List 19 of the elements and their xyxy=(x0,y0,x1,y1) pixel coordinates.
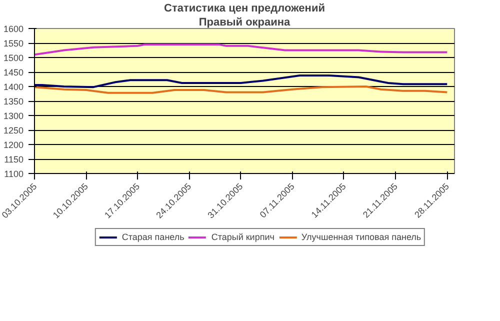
chart-subtitle: Правый окраина xyxy=(198,16,292,28)
y-tick-label: 1500 xyxy=(3,53,24,63)
line-series xyxy=(34,86,448,94)
y-tick-label: 1350 xyxy=(3,96,24,106)
legend-label: Старая панель xyxy=(122,232,184,242)
y-tick-label: 1100 xyxy=(4,169,24,179)
legend-label: Улучшенная типовая панель xyxy=(301,232,422,242)
y-tick-label: 1200 xyxy=(3,140,24,150)
y-tick-label: 1400 xyxy=(3,82,24,92)
y-tick-label: 1250 xyxy=(3,126,24,136)
chart-title: Статистика цен предложений xyxy=(164,2,325,14)
y-tick-label: 1300 xyxy=(3,111,24,121)
line-series xyxy=(34,74,448,88)
legend-label: Старый кирпич xyxy=(211,232,274,242)
y-tick-label: 1450 xyxy=(3,68,24,78)
y-tick-label: 1600 xyxy=(3,24,24,34)
line-series xyxy=(34,43,448,56)
y-tick-label: 1550 xyxy=(3,38,24,48)
y-tick-label: 1150 xyxy=(4,154,24,164)
